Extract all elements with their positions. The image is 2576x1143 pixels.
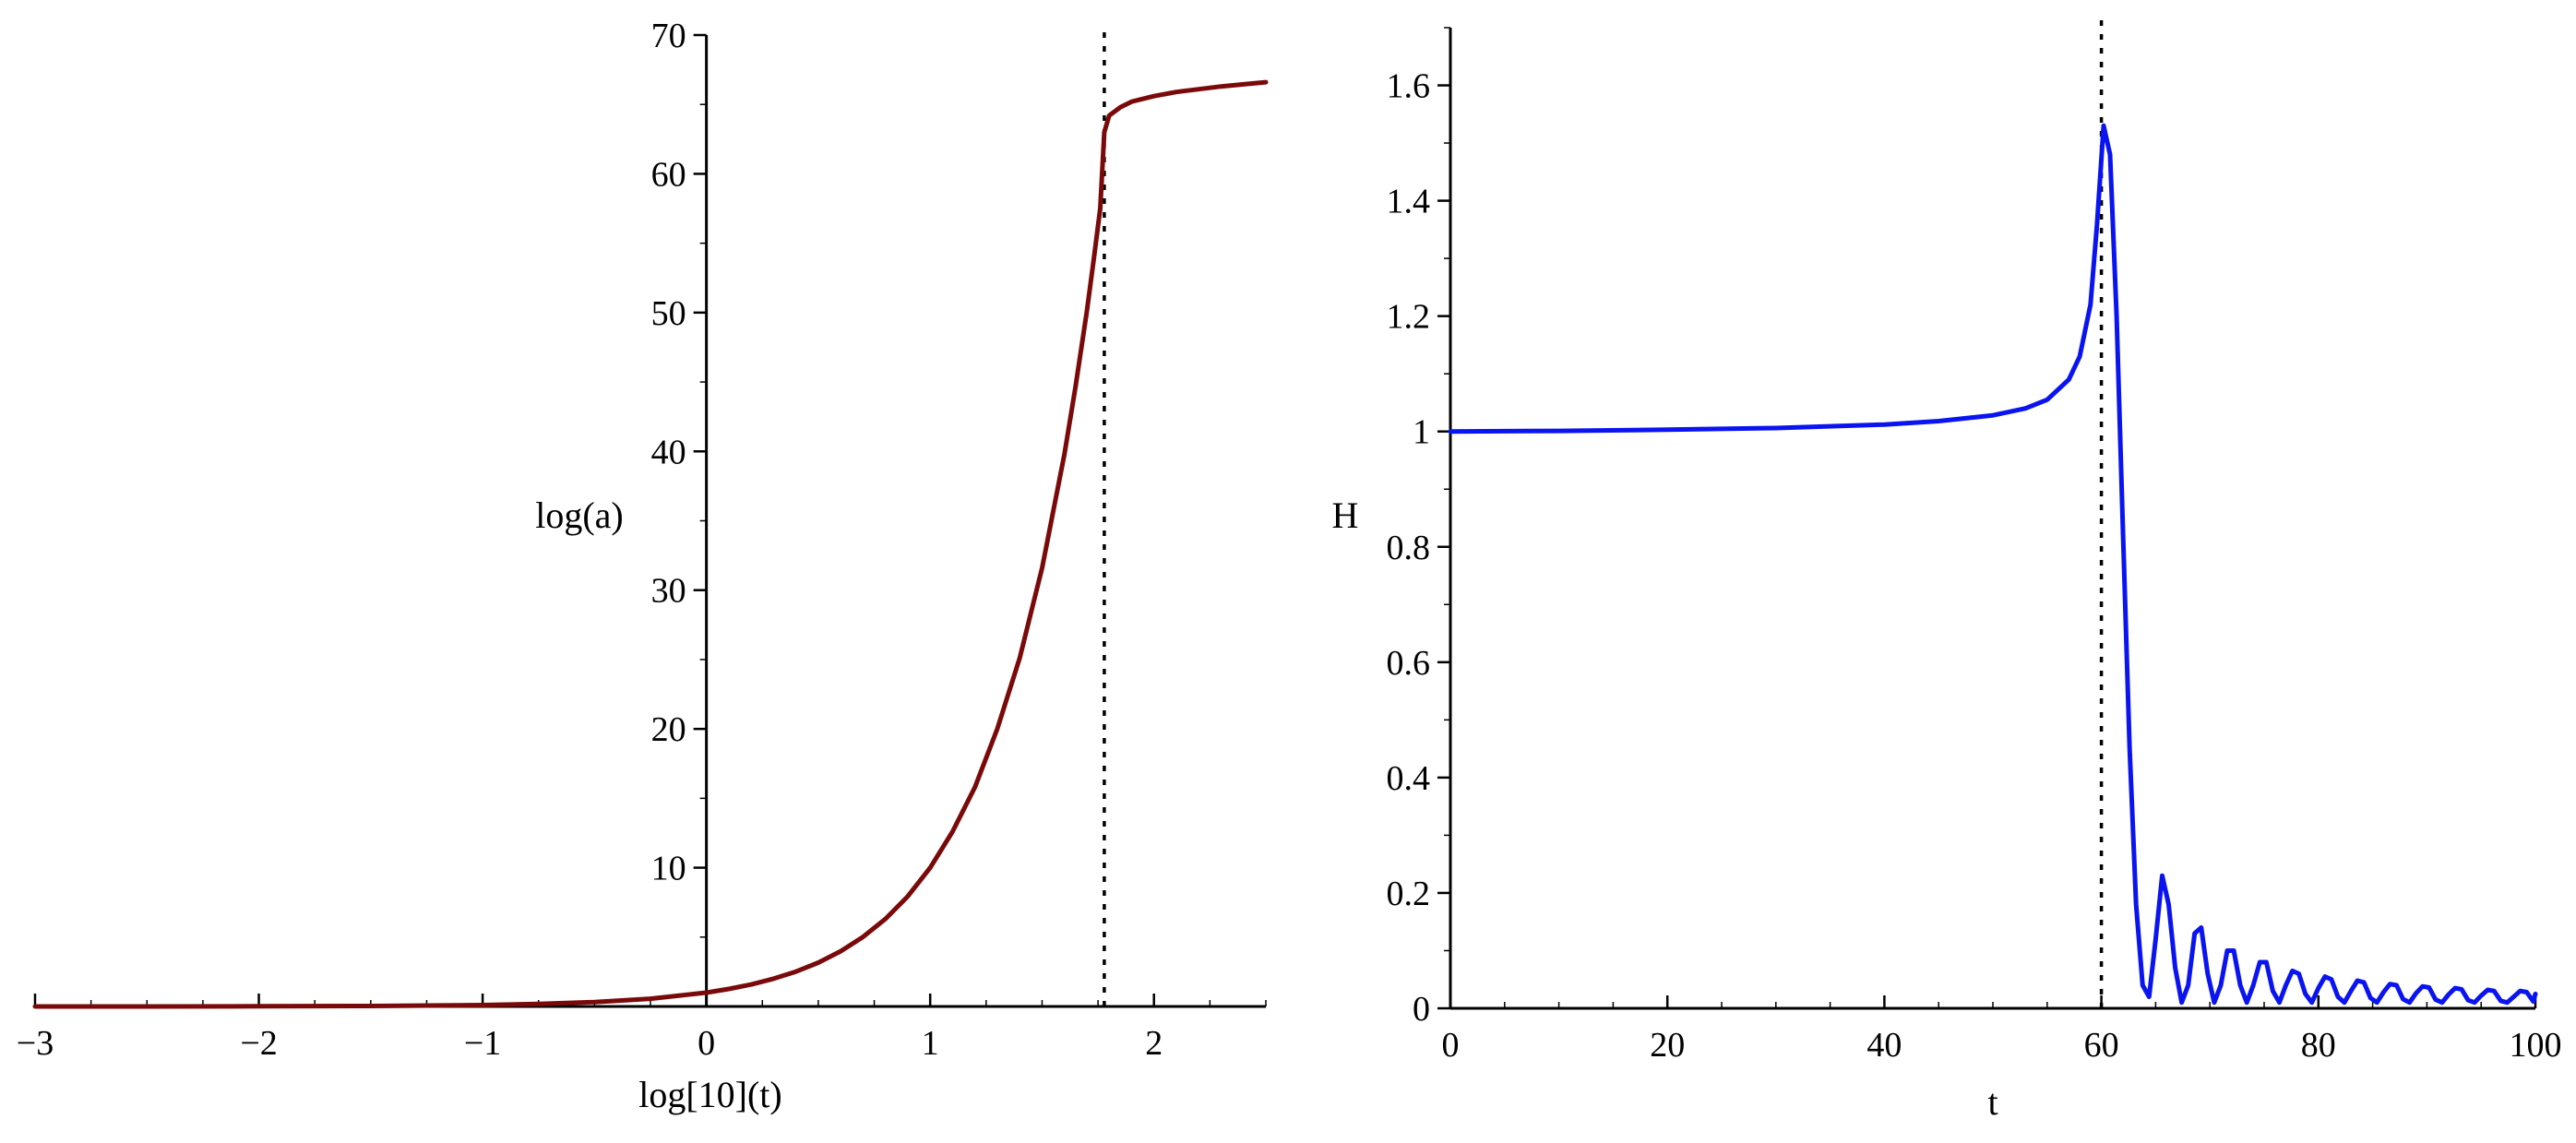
x-tick-label: 1 (922, 1024, 939, 1063)
y-tick-label: 0.8 (1387, 529, 1431, 567)
x-tick-label: 0 (1442, 1026, 1460, 1065)
series-line (1448, 123, 2538, 1006)
x-tick-label: 20 (1650, 1026, 1685, 1065)
x-tick-label: −2 (240, 1024, 277, 1063)
x-axis-label: t (1987, 1081, 1998, 1123)
x-tick-label: −1 (464, 1024, 501, 1063)
x-tick-label: 2 (1145, 1024, 1163, 1063)
y-axis-label: log(a) (535, 494, 624, 536)
y-tick-label: 20 (651, 710, 686, 749)
x-tick-label: −3 (17, 1024, 54, 1063)
y-tick-label: 60 (651, 155, 686, 194)
y-tick-label: 1 (1413, 413, 1430, 452)
y-tick-label: 0.4 (1387, 759, 1431, 798)
y-tick-label: 40 (651, 433, 686, 471)
y-tick-label: 0.6 (1387, 644, 1431, 683)
x-tick-label: 80 (2301, 1026, 2336, 1065)
y-tick-label: 10 (651, 850, 686, 888)
y-tick-label: 1.4 (1387, 183, 1431, 221)
x-tick-label: 100 (2510, 1026, 2562, 1065)
x-tick-label: 60 (2084, 1026, 2119, 1065)
y-tick-label: 1.2 (1387, 298, 1431, 337)
y-tick-label: 30 (651, 572, 686, 611)
series-line (32, 79, 1269, 1009)
y-tick-label: 0.2 (1387, 875, 1431, 913)
y-tick-label: 0 (1413, 990, 1430, 1029)
y-tick-label: 50 (651, 294, 686, 333)
left-chart: −3 −2 −1 0 1 2 10 20 30 40 50 60 70 log[10](t) log(a) (17, 17, 1269, 1115)
y-tick-label: 1.6 (1387, 67, 1431, 106)
y-tick-label: 70 (651, 17, 686, 55)
x-tick-label: 0 (698, 1024, 715, 1063)
right-chart: 0 20 40 60 80 100 0 0.2 0.4 0.6 0.8 1 1.2 1.4 1.6 t H (1332, 20, 2562, 1123)
x-axis-label: log[10](t) (638, 1074, 782, 1115)
y-axis-label: H (1332, 494, 1359, 536)
x-tick-label: 40 (1866, 1026, 1902, 1065)
